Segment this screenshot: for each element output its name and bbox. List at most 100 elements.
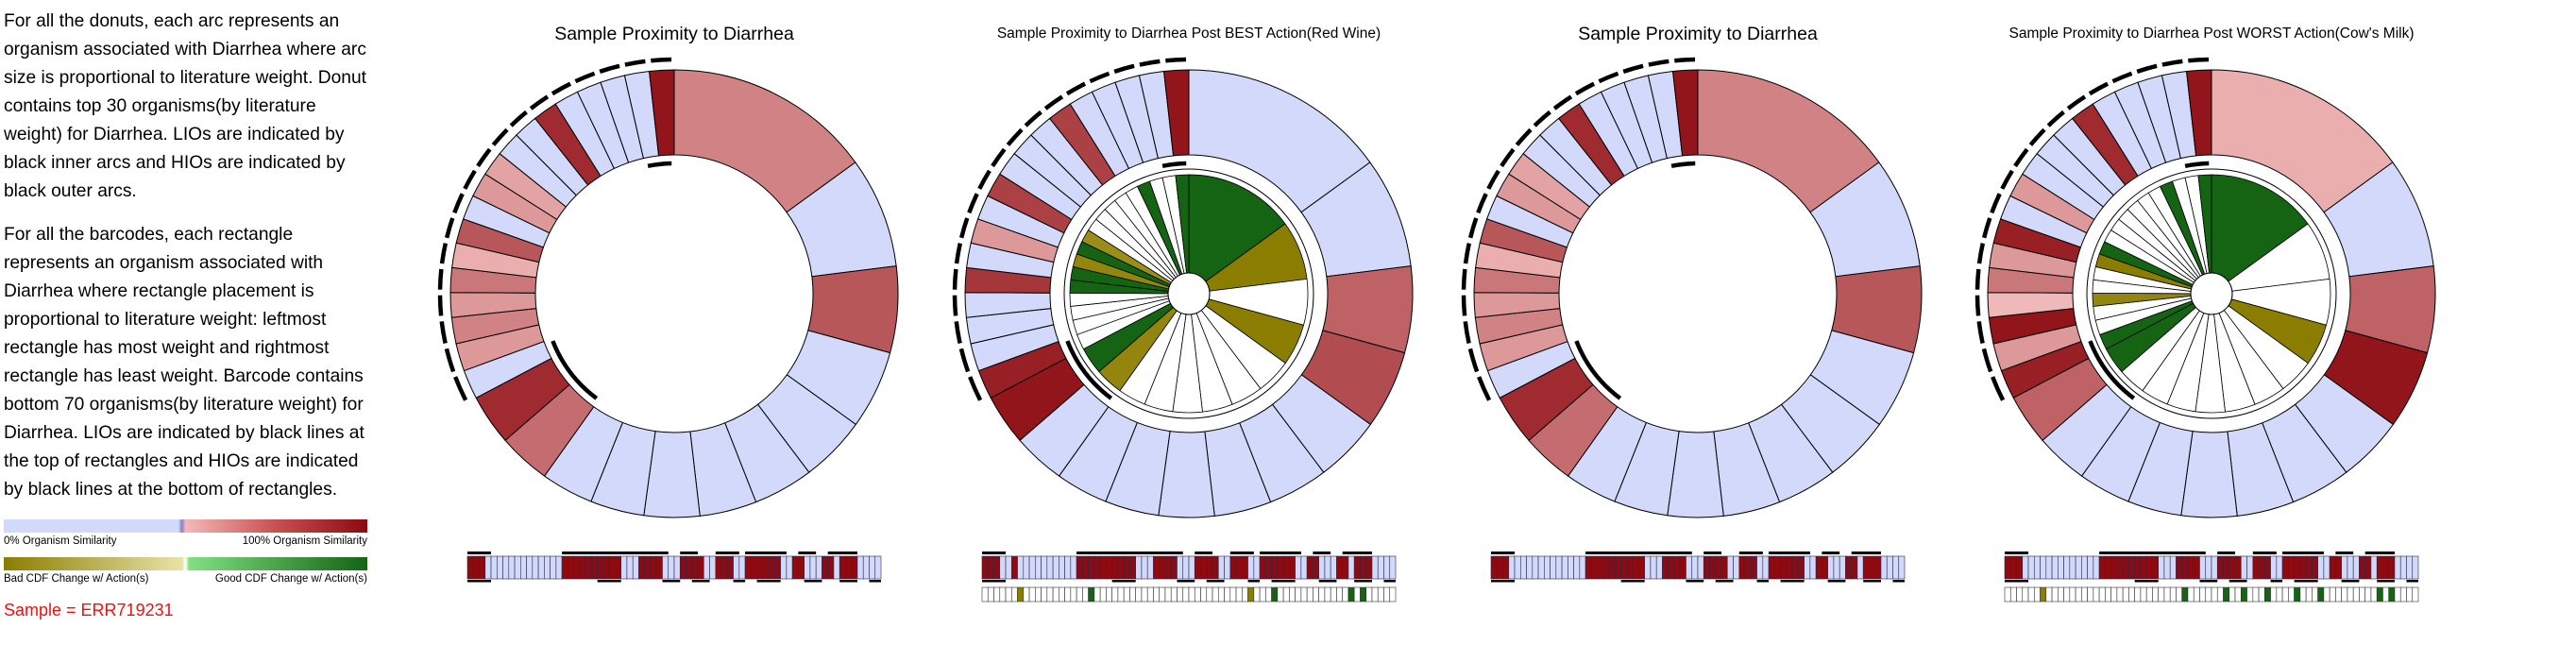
- hio-arc: [977, 169, 991, 190]
- barcode-hio-line: [1491, 580, 1516, 583]
- barcode-cell: [2027, 555, 2035, 580]
- barcode-cell: [638, 555, 646, 580]
- barcode-cell: [1028, 555, 1036, 580]
- barcode-cell: [727, 555, 734, 580]
- barcode-cell: [2087, 555, 2094, 580]
- cdf-barcode-cell: [2258, 586, 2265, 603]
- barcode-hio-line: [1271, 580, 1296, 583]
- barcode-cell: [1886, 555, 1893, 580]
- barcode-cell: [608, 555, 616, 580]
- barcode-cell: [537, 555, 545, 580]
- barcode-cell: [1300, 555, 1308, 580]
- barcode-cell: [1389, 555, 1397, 580]
- barcode-cell: [1041, 555, 1048, 580]
- barcode-cell: [2352, 555, 2360, 580]
- barcode-cell: [2193, 555, 2200, 580]
- barcode-cell: [1798, 555, 1805, 580]
- barcode-cell: [2347, 555, 2354, 580]
- cdf-barcode-cell: [2040, 586, 2047, 603]
- barcode-cell: [720, 555, 728, 580]
- barcode-lio-line: [1738, 552, 1763, 554]
- barcode-hio-line: [869, 580, 881, 583]
- barcode-cell: [1064, 555, 1072, 580]
- cdf-barcode-cell: [2359, 586, 2365, 603]
- barcode-cell: [1182, 555, 1190, 580]
- cdf-barcode-cell: [1010, 586, 1018, 603]
- barcode-hio-line: [1354, 580, 1372, 583]
- barcode-cell: [703, 555, 710, 580]
- barcode-cell: [1774, 555, 1781, 580]
- donut-segment: [1162, 69, 1190, 157]
- barcode-cell: [1170, 555, 1178, 580]
- barcode-cell: [1141, 555, 1148, 580]
- barcode-cell: [691, 555, 699, 580]
- barcode-cell: [644, 555, 652, 580]
- barcode-cell: [1123, 555, 1130, 580]
- cdf-barcode-cell: [2199, 586, 2207, 603]
- barcode-cell: [1768, 555, 1775, 580]
- barcode-cell: [1005, 555, 1012, 580]
- barcode-cell: [2098, 555, 2106, 580]
- barcode-cell: [2016, 555, 2024, 580]
- barcode-cell: [484, 555, 492, 580]
- barcode-cell: [1271, 555, 1279, 580]
- barcode-cell: [1514, 555, 1521, 580]
- cdf-barcode-cell: [1277, 586, 1284, 603]
- cdf-barcode-cell: [1206, 586, 1213, 603]
- barcode-cell: [520, 555, 527, 580]
- hio-arc: [1006, 127, 1024, 146]
- cdf-barcode-cell: [1353, 586, 1361, 603]
- barcode-cell: [1874, 555, 1882, 580]
- barcode-cell: [2229, 555, 2236, 580]
- barcode-cell: [1088, 555, 1095, 580]
- cdf-barcode-cell: [1383, 586, 1391, 603]
- barcode-cell: [1585, 555, 1592, 580]
- hio-arc: [1990, 193, 2002, 214]
- barcode-cell: [2294, 555, 2301, 580]
- barcode-cell: [1496, 555, 1503, 580]
- hio-arc: [439, 243, 449, 264]
- barcode-cell: [791, 555, 799, 580]
- donut-segment: [1671, 69, 1699, 157]
- cdf-barcode-cell: [993, 586, 1001, 603]
- cdf-barcode-cell: [2264, 586, 2271, 603]
- barcode-cell: [1839, 555, 1846, 580]
- hio-arc: [1463, 321, 1471, 344]
- barcode-lio-line: [1342, 552, 1372, 554]
- cdf-barcode-cell: [1300, 586, 1308, 603]
- hio-arc: [1500, 147, 1516, 168]
- hio-arc: [1463, 243, 1472, 264]
- cdf-barcode-cell: [1023, 586, 1030, 603]
- chart-1: Sample Proximity to Diarrhea: [437, 24, 899, 583]
- cdf-barcode-cell: [2294, 586, 2301, 603]
- barcode-cell: [1265, 555, 1272, 580]
- hio-arc: [1976, 243, 1986, 264]
- barcode-cell: [1324, 555, 1331, 580]
- barcode-hio-line: [733, 580, 746, 583]
- cdf-barcode-cell: [1177, 586, 1184, 603]
- hio-arc: [1976, 321, 1985, 344]
- hio-arc: [2000, 169, 2014, 190]
- cdf-barcode-cell: [2388, 586, 2396, 603]
- barcode-hio-line: [1756, 580, 1770, 583]
- hio-arc: [1477, 376, 1492, 401]
- cdf-barcode-cell: [1324, 586, 1331, 603]
- cdf-barcode-cell: [1052, 586, 1059, 603]
- cdf-barcode-cell: [2305, 586, 2313, 603]
- hio-arc: [1991, 376, 2006, 401]
- barcode-cell: [1655, 555, 1663, 580]
- similarity-high-label: 100% Organism Similarity: [242, 535, 367, 547]
- cdf-barcode-cell: [1146, 586, 1154, 603]
- barcode-cell: [2382, 555, 2390, 580]
- cdf-barcode-cell: [2341, 586, 2348, 603]
- barcode-cell: [1809, 555, 1817, 580]
- barcode-cell: [1602, 555, 1610, 580]
- barcode-hio-line: [597, 580, 621, 583]
- barcode-cell: [655, 555, 663, 580]
- hio-arc: [1461, 295, 1467, 316]
- similarity-low-label: 0% Organism Similarity: [4, 535, 117, 547]
- barcode-hio-line: [2134, 580, 2159, 583]
- barcode-hio-line: [1780, 580, 1805, 583]
- pie-hole: [1167, 272, 1211, 315]
- cdf-barcode-cell: [1289, 586, 1296, 603]
